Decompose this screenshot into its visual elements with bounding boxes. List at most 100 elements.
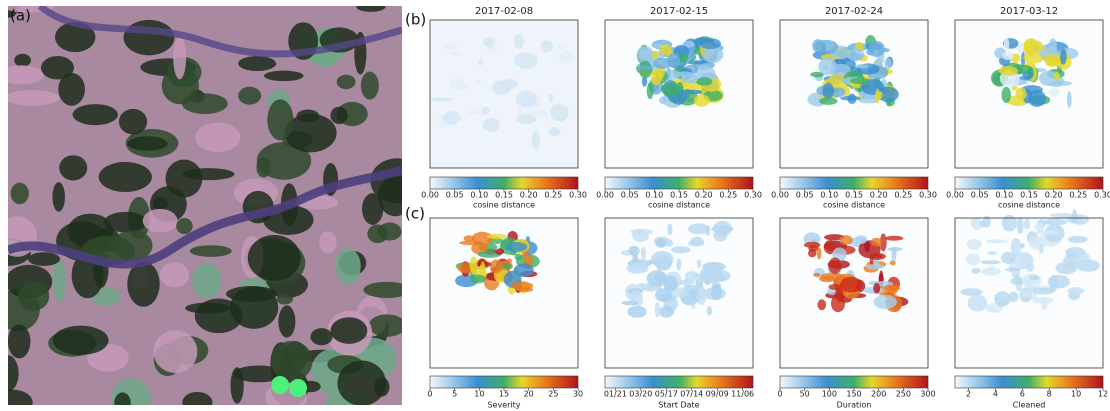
colorbar-tick-label: 0.30 [1094,191,1110,200]
colorbar-label: Start Date [658,401,699,410]
texture [127,136,167,151]
heatmap-blob [637,66,653,70]
texture [190,245,232,257]
colorbar-tick-label: 05/17 [655,390,678,399]
texture [367,344,391,361]
heatmap-blob [1023,38,1039,55]
heatmap-blob [677,280,695,286]
heatmap-blob [1035,230,1059,236]
colorbar-tick-label: 100 [822,390,837,399]
heatmap-blob [1001,252,1016,264]
heatmap-blob [1002,215,1017,232]
panel-label: (b) [405,11,426,29]
colorbar-tick-label: 0.30 [569,191,587,200]
heatmap-blob [655,302,661,317]
texture [231,367,244,403]
texture [99,162,152,192]
colorbar-tick-label: 50 [800,390,810,399]
heatmap-blob [1041,302,1048,310]
heatmap-blob [873,283,880,294]
heatmap-blob [884,58,892,69]
heatmap-blob [869,253,886,260]
texture [248,235,301,281]
heatmap-blob [492,81,511,95]
texture [337,75,356,90]
heatmap-blob [479,59,484,65]
texture [41,56,74,80]
heatmap-blob [828,284,842,290]
colorbar-tick-label: 0.20 [870,191,888,200]
heatmap-blob [1054,72,1060,81]
heatmap-blob [1045,54,1057,67]
texture [160,262,189,287]
heatmap-blob [1067,287,1084,294]
figure: (a) (b) (c) 2017-02-08cosine distance0.0… [0,0,1110,411]
texture [5,90,60,105]
texture [53,260,67,302]
colorbar [430,177,578,189]
heatmap-blob [1026,262,1033,272]
heatmap-blob [846,48,864,61]
heatmap-blob [840,277,862,293]
heatmap-blob [638,283,644,287]
colorbar-tick-label: 0.10 [645,191,663,200]
heatmap-blob [495,248,504,254]
colorbar-tick-label: 0.20 [520,191,538,200]
texture [277,293,293,305]
heatmap-blob [659,306,674,317]
heatmap-blob [1049,275,1058,292]
texture [8,324,31,358]
heatmap-blob [855,64,868,68]
heatmap-blob [685,90,702,94]
field [289,379,307,397]
heatmap-blob [1028,275,1039,280]
colorbar-tick-label: 2 [966,390,971,399]
heatmap-blob [627,306,646,318]
heatmap-blob [1017,217,1023,234]
colorbar [605,376,753,388]
colorbar-label: Cleaned [1013,401,1046,410]
panel-label: (a) [10,7,31,25]
heatmap-blob [871,238,882,247]
colorbar-tick-label: 4 [993,390,998,399]
heatmap-blob [483,37,495,47]
colorbar-tick-label: 300 [920,390,935,399]
colorbar-tick-label: 6 [1020,390,1025,399]
heatmap-blob [549,94,553,103]
colorbar-tick-label: 0.05 [446,191,464,200]
heatmap-blob [655,288,672,302]
heatmap-blob [667,53,680,67]
heatmap-blob [999,66,1018,75]
heatmap-blob [671,246,691,253]
heatmap-blob [980,260,1000,264]
heatmap-blob [868,41,885,57]
field [271,376,289,394]
heatmap-blob [451,78,464,86]
heatmap-blob [700,38,721,49]
heatmap-blob [866,264,884,270]
heatmap-blob [470,275,486,284]
heatmap-blob [449,51,461,56]
heatmap-blob [550,104,568,121]
colorbar-tick-label: 11/06 [731,390,754,399]
heatmap-blob [986,239,1008,243]
heatmap-blob [507,259,512,263]
heatmap-blob [659,97,667,105]
texture [238,87,261,105]
colorbar-tick-label: 0.25 [1069,191,1087,200]
panel-title: 2017-03-12 [1000,6,1058,17]
heatmap-blob [1052,41,1056,50]
heatmap-blob [467,111,480,115]
heatmap-blob [971,268,980,274]
heatmap-blob [1011,278,1023,285]
heatmap-blob [682,75,698,83]
colorbar-tick-label: 0.05 [971,191,989,200]
colorbar-label: Severity [487,401,520,410]
texture [176,218,192,234]
heatmap-blob [490,260,503,273]
heatmap-blob [850,78,869,84]
heatmap-blob [1068,236,1088,243]
texture [104,212,148,232]
heatmap-blob [817,299,826,310]
heatmap-blob [1015,88,1026,100]
